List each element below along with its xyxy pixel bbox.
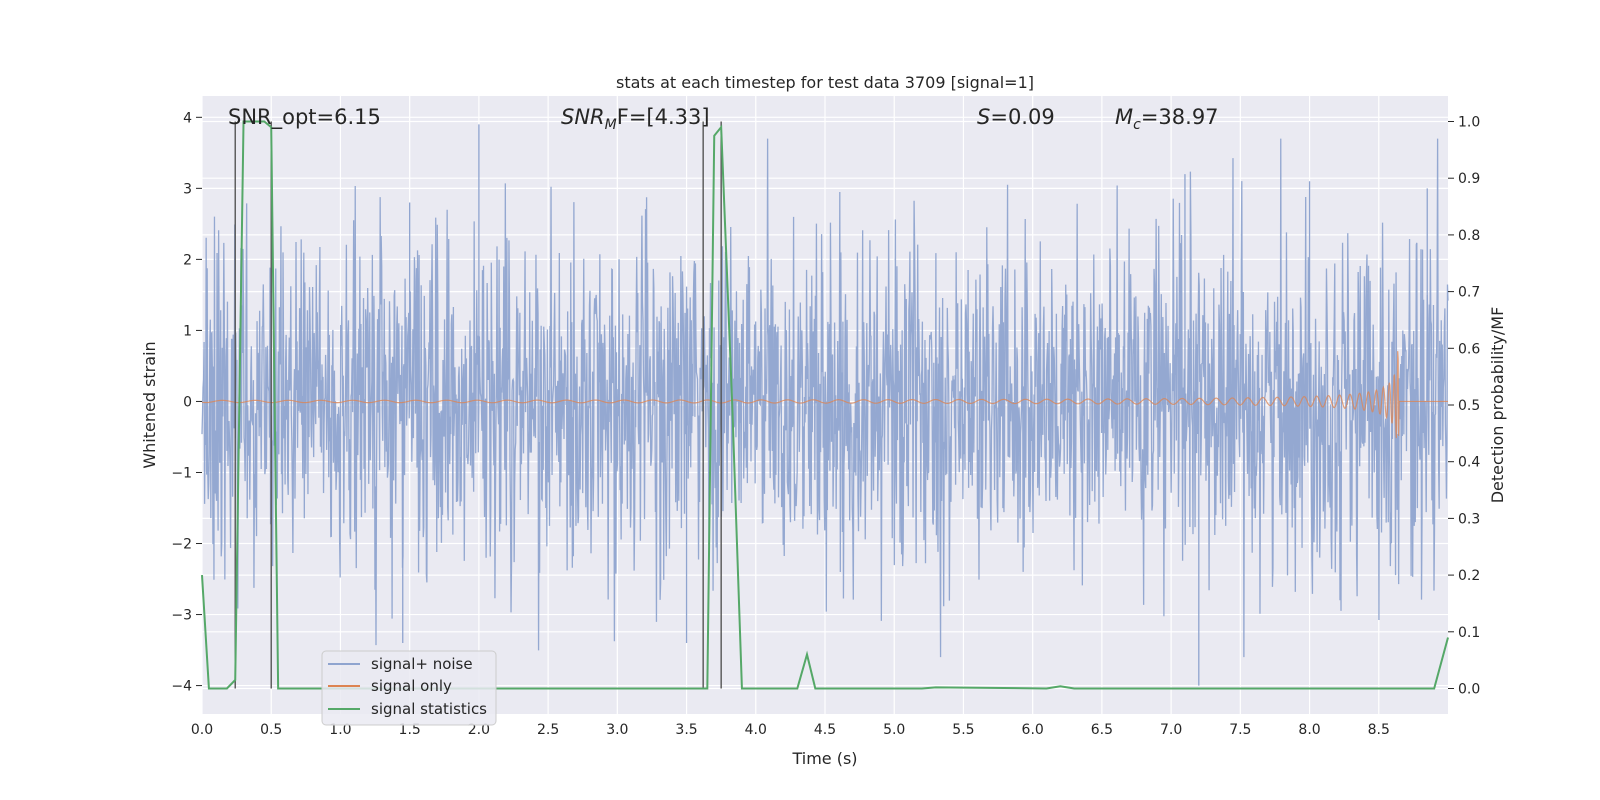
chart-title: stats at each timestep for test data 370… xyxy=(616,73,1034,92)
y-right-tick-label: 0.7 xyxy=(1458,285,1480,301)
x-tick-labels: 0.0 0.5 1.0 1.5 2.0 2.5 3.0 3.5 4.0 4.5 5.0 5.5 6.0 6… xyxy=(191,722,1390,738)
x-tick-label: 3.0 xyxy=(606,722,628,738)
legend-label-signal-only: signal only xyxy=(371,677,452,695)
annotation-s-value: =0.09 xyxy=(990,105,1054,129)
annotation-s: S=0.09 xyxy=(977,105,1055,129)
annotation-mc-main: M xyxy=(1115,105,1133,129)
x-axis-label: Time (s) xyxy=(791,749,857,768)
annotation-mc-value: =38.97 xyxy=(1141,105,1219,129)
y-right-tick-label: 0.8 xyxy=(1458,228,1480,244)
x-tick-label: 6.5 xyxy=(1091,722,1113,738)
annotation-snr-opt: SNR_opt=6.15 xyxy=(228,105,381,130)
y-right-tick-label: 0.3 xyxy=(1458,511,1480,527)
legend-box xyxy=(321,650,497,726)
y-right-tick-label: 0.5 xyxy=(1458,398,1480,414)
y-left-axis-label: Whitened strain xyxy=(140,341,159,468)
annotation-snr-mf-sub: M xyxy=(605,117,617,133)
annotation-snr-mf-tail: F=[4.33] xyxy=(617,105,710,129)
y-left-tick-label: −1 xyxy=(171,465,192,481)
y-left-tick-label: −4 xyxy=(171,679,192,695)
x-tick-label: 6.0 xyxy=(1022,722,1044,738)
x-tick-label: 4.0 xyxy=(745,722,767,738)
signal-only-series xyxy=(201,351,1448,439)
signal-only-line xyxy=(201,351,1448,439)
y-right-tick-label: 0.9 xyxy=(1458,171,1480,187)
annotation-mc: Mc=38.97 xyxy=(1115,105,1219,133)
y-left-tick-label: 3 xyxy=(183,181,192,197)
legend-label-signal-noise: signal+ noise xyxy=(371,655,473,673)
annotation-snr-mf-main: SNR xyxy=(561,105,605,129)
y-right-tick-label: 1.0 xyxy=(1458,115,1480,131)
y-left-tick-label: −3 xyxy=(171,608,192,624)
x-tick-label: 4.5 xyxy=(814,722,836,738)
annotation-mc-sub: c xyxy=(1133,117,1141,133)
vertical-markers xyxy=(234,121,722,689)
y-left-tick-label: 0 xyxy=(183,394,192,410)
y-right-tick-labels: 1.0 0.9 0.8 0.7 0.6 0.5 0.4 0.3 0.2 0.1 0.0 xyxy=(1448,115,1480,697)
x-tick-label: 2.5 xyxy=(537,722,559,738)
x-tick-label: 8.0 xyxy=(1298,722,1320,738)
y-right-tick-label: 0.4 xyxy=(1458,455,1480,471)
x-tick-label: 2.0 xyxy=(468,722,490,738)
x-tick-label: 3.5 xyxy=(675,722,697,738)
y-left-tick-label: 4 xyxy=(183,110,192,126)
legend-label-signal-statistics: signal statistics xyxy=(371,700,487,718)
x-tick-label: 0.5 xyxy=(260,722,282,738)
x-tick-label: 5.0 xyxy=(883,722,905,738)
y-right-tick-label: 0.6 xyxy=(1458,341,1480,357)
legend: signal+ noise signal only signal statist… xyxy=(321,650,497,726)
y-left-tick-label: 2 xyxy=(183,252,192,268)
y-right-axis-label: Detection probability/MF xyxy=(1488,307,1507,504)
y-left-tick-labels: 4 3 2 1 0 −1 −2 −3 −4 xyxy=(171,110,202,695)
x-tick-label: 0.0 xyxy=(191,722,213,738)
x-tick-label: 1.5 xyxy=(399,722,421,738)
x-tick-label: 7.0 xyxy=(1160,722,1182,738)
y-right-tick-label: 0.1 xyxy=(1458,625,1480,641)
y-right-tick-label: 0.0 xyxy=(1458,681,1480,697)
annotation-s-main: S xyxy=(977,105,990,129)
y-left-tick-label: 1 xyxy=(183,323,192,339)
signal-noise-series xyxy=(201,124,1449,686)
annotation-snr-mf: SNRMF=[4.33] xyxy=(561,105,710,133)
x-tick-label: 1.0 xyxy=(329,722,351,738)
x-tick-label: 8.5 xyxy=(1368,722,1390,738)
signal-statistics-line xyxy=(201,120,1449,690)
signal-statistics-series xyxy=(201,120,1449,690)
y-left-tick-label: −2 xyxy=(171,537,192,553)
x-tick-label: 5.5 xyxy=(952,722,974,738)
x-tick-label: 7.5 xyxy=(1229,722,1251,738)
y-right-tick-label: 0.2 xyxy=(1458,568,1480,584)
